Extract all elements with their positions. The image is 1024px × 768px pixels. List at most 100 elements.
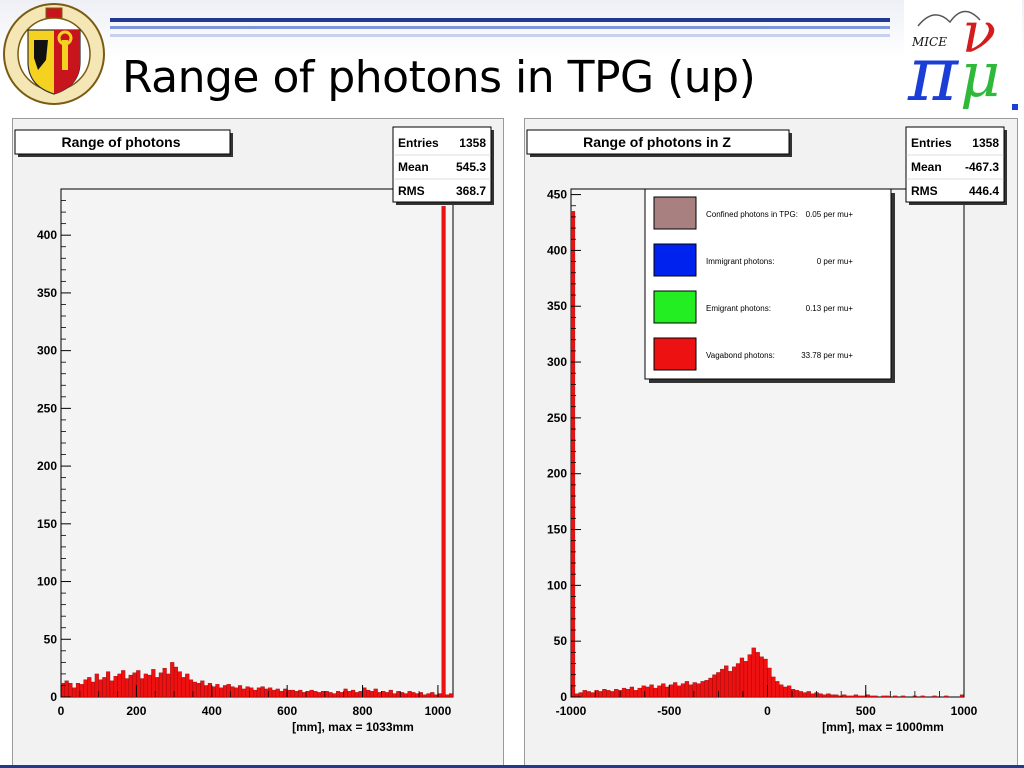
y-tick-label: 300 (37, 344, 57, 358)
histogram-bin (113, 676, 118, 698)
stat-value: 545.3 (456, 160, 486, 174)
stat-value: 368.7 (456, 184, 486, 198)
svg-text:μ: μ (960, 38, 1000, 111)
histogram-bin (177, 671, 182, 698)
histogram-bin (798, 691, 804, 698)
histogram-bin (621, 687, 627, 698)
histogram-bin (94, 673, 99, 698)
legend-label: Confined photons in TPG: (706, 210, 798, 219)
histogram-bin (434, 694, 439, 698)
histogram-bin (226, 684, 231, 698)
histogram-bin (728, 671, 733, 698)
histogram-panel-range: Range of photons 0 50 100 150 200 250 300 350 40… (12, 118, 504, 766)
y-tick-label: 350 (547, 299, 567, 313)
histogram-bin (724, 665, 729, 698)
histogram-bin (661, 683, 666, 698)
histogram-bin (430, 692, 435, 698)
range-z-histogram-chart: Range of photons in Z 0 50 100 150 200 250 300… (526, 126, 1007, 734)
histogram-bin (834, 694, 839, 698)
histogram-bin (441, 206, 446, 698)
histogram-bin (385, 692, 390, 698)
histogram-bin (783, 686, 788, 698)
histogram-bin (704, 680, 709, 698)
y-tick-label: 400 (547, 243, 567, 257)
y-tick-label: 100 (547, 578, 567, 592)
histogram-bin (712, 674, 717, 698)
histogram-bin (920, 695, 925, 698)
histogram-bin (625, 689, 631, 698)
histogram-bin (881, 695, 886, 698)
histogram-bin (900, 695, 906, 698)
histogram-bin (200, 680, 205, 698)
histogram-bin (649, 684, 654, 698)
stats-entries: Entries 1358 Mean 545.3 RMS 368.7 (393, 136, 491, 198)
histogram-bin (358, 691, 363, 698)
histogram-bin (170, 662, 175, 698)
histogram-bin (196, 682, 201, 698)
histogram-bin (731, 666, 737, 698)
title-box (14, 129, 231, 155)
histogram-bin (343, 688, 348, 698)
histogram-bin (853, 694, 859, 698)
stat-label: Mean (911, 160, 942, 174)
y-tick-label: 50 (554, 634, 568, 648)
histogram-bin (124, 678, 129, 698)
histogram-bin (279, 691, 284, 698)
y-tick-label: 350 (37, 286, 57, 300)
y-tick-label: 450 (547, 188, 567, 202)
histogram-bin (445, 694, 450, 698)
histogram-bin (328, 692, 333, 698)
histogram-bin (578, 692, 583, 698)
histogram-bin (207, 682, 212, 698)
histogram-bin (720, 668, 725, 698)
stat-value: 446.4 (969, 184, 999, 198)
histogram-bin (298, 689, 303, 698)
histogram-bin (865, 694, 870, 698)
histogram-bin (155, 677, 160, 698)
histogram-bin (121, 670, 126, 698)
x-tick-label: -1000 (556, 704, 587, 718)
histogram-bin (140, 678, 145, 698)
histogram-bin (290, 689, 295, 698)
histogram-bin (256, 687, 261, 698)
histogram-bin (857, 695, 862, 698)
stat-value: 1358 (459, 136, 486, 150)
y-tick-label: 0 (560, 690, 567, 704)
histogram-bin (826, 693, 831, 698)
histogram-bin (215, 684, 220, 698)
axes: 0 50 100 150 200 250 300 350 400 0 200 400 600 800 100… (37, 188, 452, 718)
histogram-bin (83, 679, 88, 698)
histogram-bin (684, 681, 690, 698)
histogram-bin (869, 695, 874, 698)
histogram-bin (411, 692, 416, 698)
histogram-bin (400, 692, 405, 698)
plot-frame (60, 188, 454, 698)
legend-value: 0.05 per mu+ (806, 210, 854, 219)
histogram-bin (158, 672, 163, 698)
axes: 0 50 100 150 200 250 300 350 400 450 -1000 -500 0 500… (547, 188, 978, 718)
histogram-bin (275, 688, 280, 698)
histogram-bin (68, 682, 73, 698)
histogram-bin (602, 689, 607, 698)
histogram-bin (249, 687, 254, 698)
histogram-bin (680, 683, 686, 698)
stats-box (392, 126, 492, 203)
histogram-bin (676, 685, 682, 698)
histogram-bin (818, 693, 823, 698)
x-tick-label: 200 (126, 704, 146, 718)
x-tick-label: 0 (764, 704, 771, 718)
histogram-bin (614, 689, 619, 698)
histogram-bin (582, 690, 587, 698)
histogram-bin (590, 692, 595, 698)
x-tick-label: 500 (856, 704, 876, 718)
legend-swatch (653, 196, 697, 230)
university-seal-icon (2, 0, 106, 113)
y-tick-label: 250 (547, 411, 567, 425)
histogram-bin (109, 680, 114, 698)
legend-value: 0.13 per mu+ (806, 304, 854, 313)
histogram-bin (873, 695, 878, 698)
histogram-bin (437, 693, 442, 698)
histogram-bin (653, 687, 658, 698)
histogram-bin (885, 695, 890, 698)
histogram-bin (366, 689, 371, 698)
